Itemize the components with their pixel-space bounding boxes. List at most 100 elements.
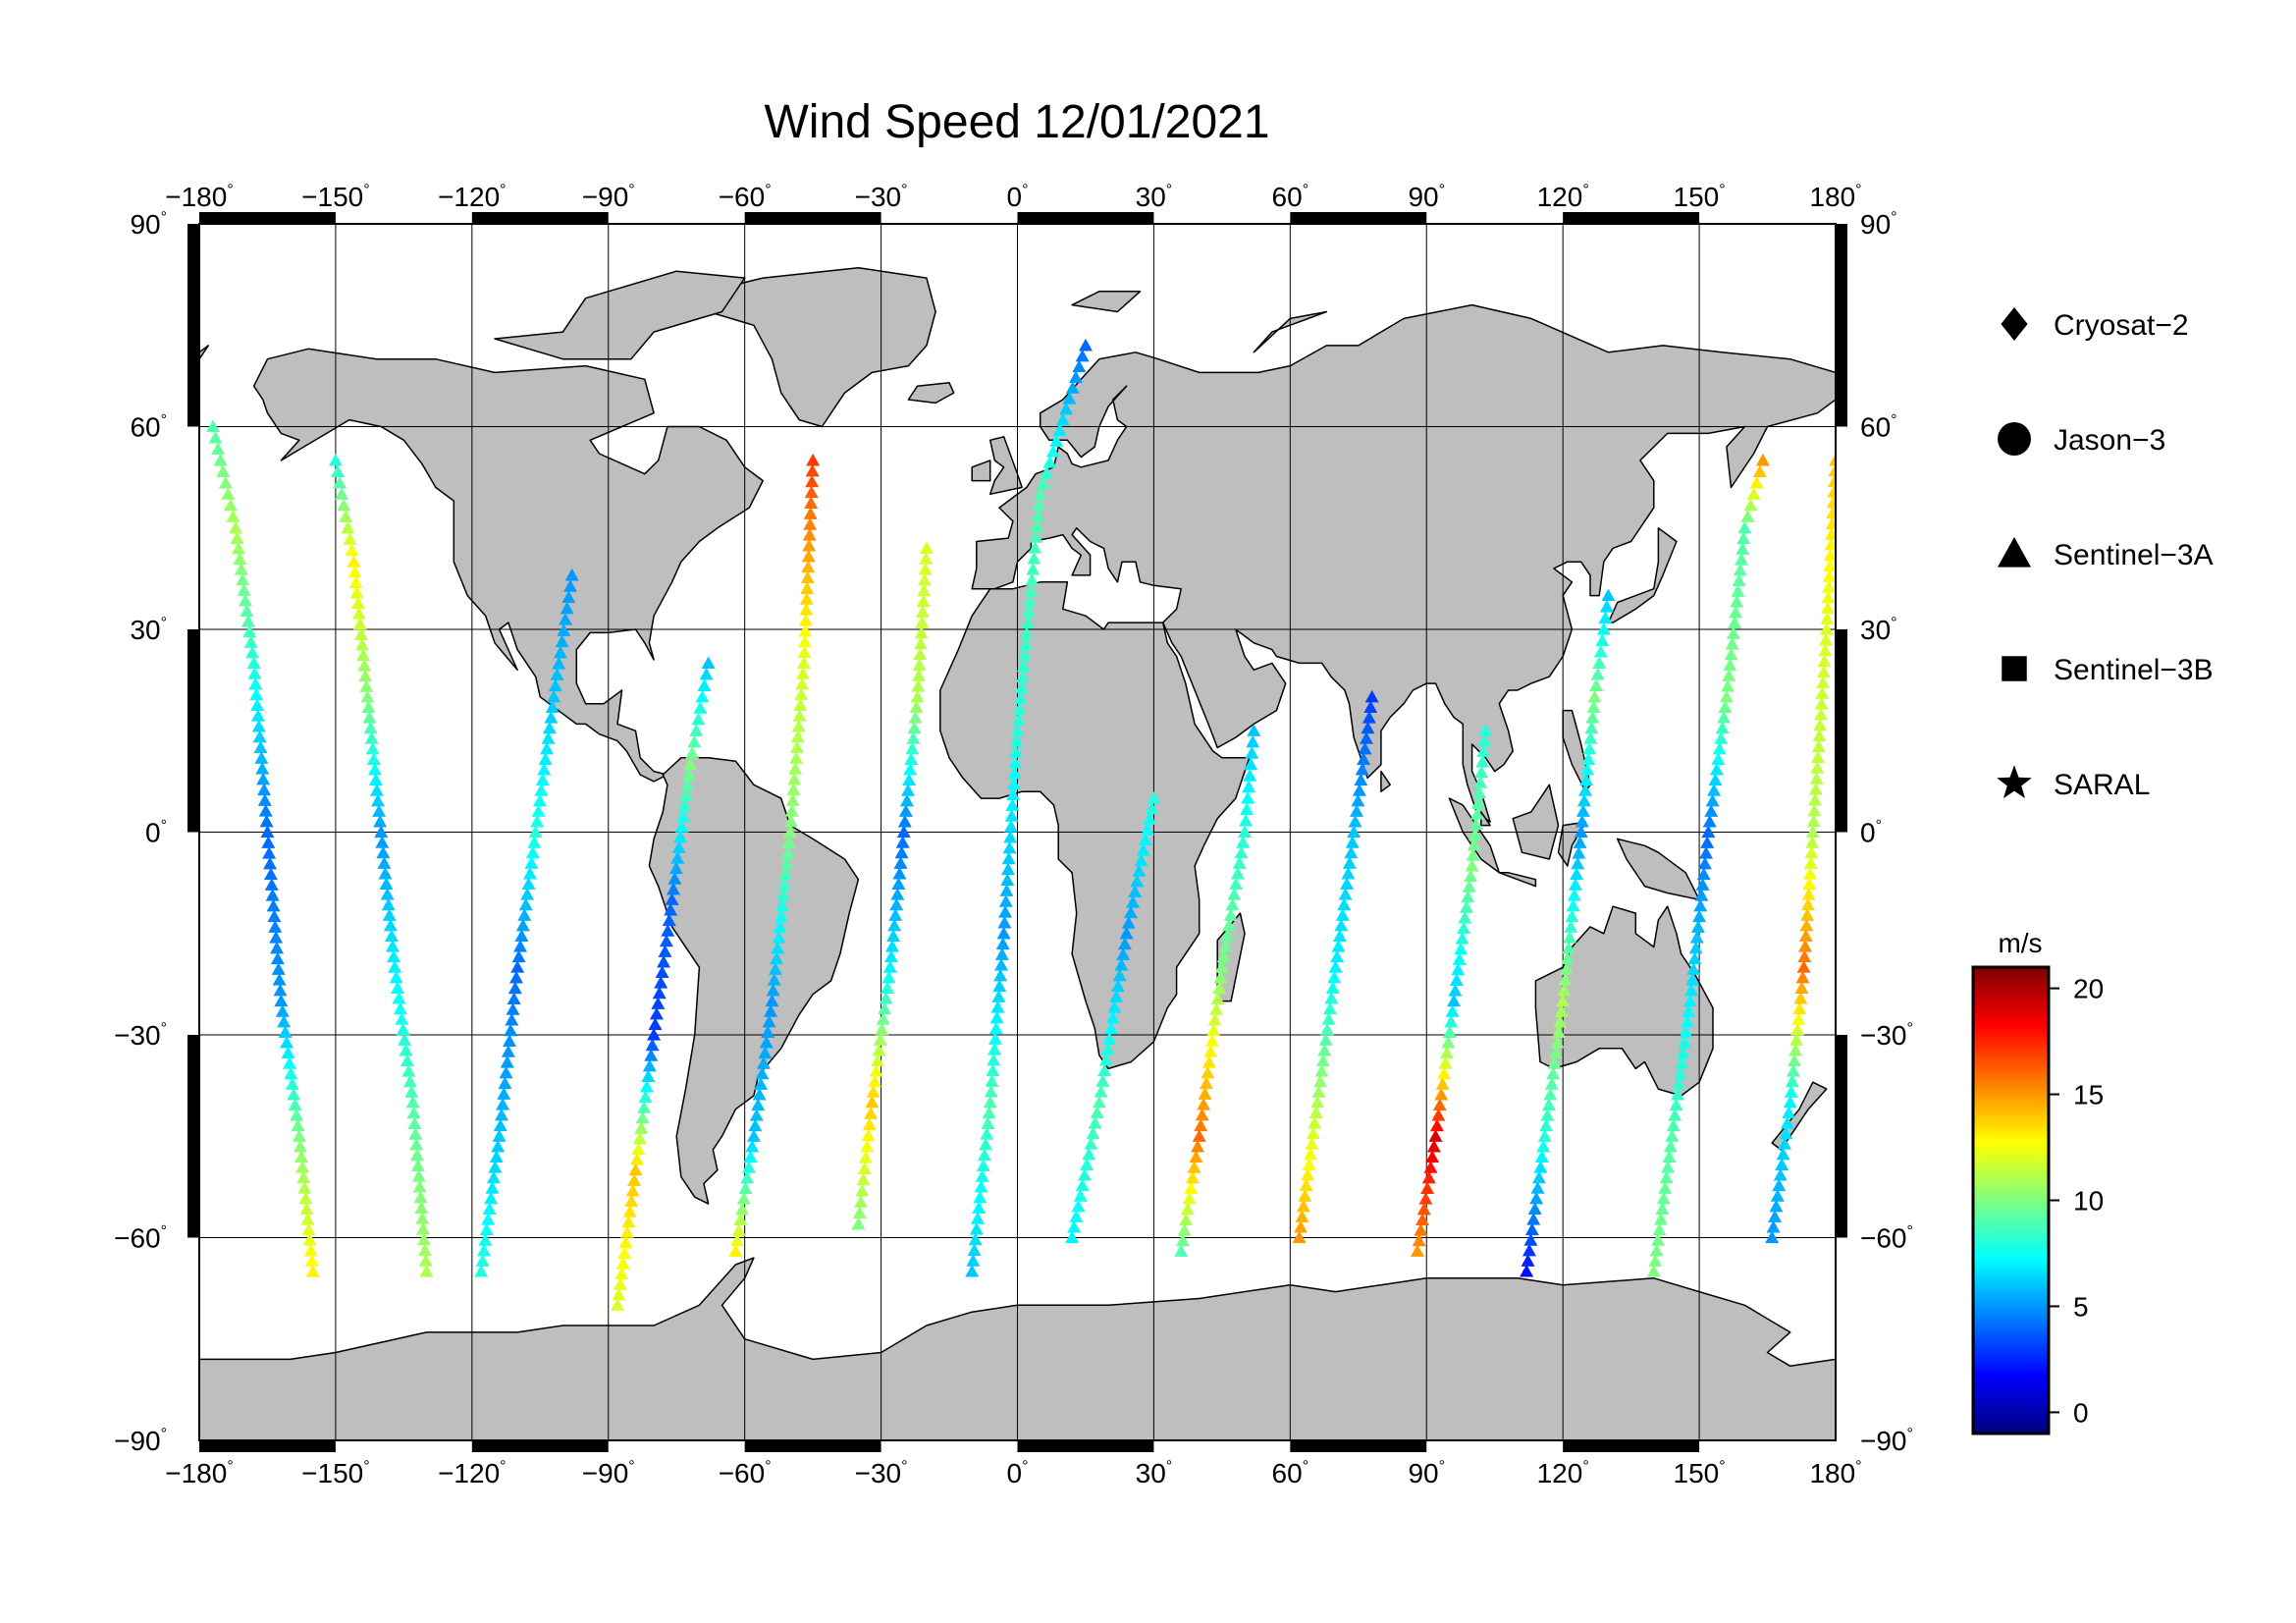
wind-speed-marker (330, 464, 345, 477)
wind-speed-marker (1527, 1202, 1542, 1215)
wind-speed-marker (1823, 559, 1836, 572)
wind-speed-marker (1467, 838, 1481, 851)
wind-speed-marker (351, 607, 366, 620)
wind-speed-marker (208, 430, 223, 444)
wind-speed-marker (1586, 700, 1601, 714)
wind-speed-marker (265, 889, 280, 901)
wind-speed-marker (649, 1006, 664, 1020)
wind-speed-marker (1130, 874, 1145, 888)
wind-speed-marker (736, 1192, 751, 1205)
wind-speed-marker (914, 625, 929, 639)
wind-speed-marker (261, 836, 276, 848)
wind-speed-marker (287, 1087, 301, 1101)
wind-speed-marker (1812, 729, 1827, 742)
wind-speed-marker (857, 1162, 872, 1175)
wind-speed-marker (1420, 1181, 1435, 1195)
wind-speed-marker (856, 1172, 871, 1186)
wind-speed-marker (1209, 1002, 1224, 1015)
frame-bar-bottom (1563, 1440, 1700, 1452)
wind-speed-marker (794, 687, 809, 701)
wind-speed-marker (1448, 983, 1463, 997)
wind-speed-marker (277, 1014, 292, 1028)
wind-speed-marker (360, 689, 375, 703)
wind-speed-marker (622, 1205, 637, 1217)
wind-speed-marker (1011, 713, 1026, 726)
wind-speed-marker (740, 1170, 755, 1184)
wind-speed-marker (1708, 773, 1723, 786)
wind-speed-marker (1469, 806, 1484, 820)
wind-speed-marker (1003, 830, 1018, 843)
wind-speed-marker (1234, 845, 1249, 859)
wind-speed-marker (1824, 527, 1836, 540)
wind-speed-marker (267, 909, 282, 923)
wind-speed-marker (1445, 1004, 1460, 1017)
wind-speed-marker (1524, 1222, 1539, 1236)
wind-speed-marker (1827, 485, 1836, 498)
wind-speed-marker (1558, 973, 1573, 986)
wind-speed-marker (1320, 1022, 1335, 1036)
wind-speed-marker (1790, 1022, 1805, 1036)
wind-speed-marker (1675, 1056, 1689, 1069)
wind-speed-marker (1003, 820, 1018, 833)
wind-speed-marker (904, 752, 919, 765)
wind-speed-marker (855, 1183, 870, 1197)
wind-speed-marker (1084, 1137, 1098, 1150)
wind-speed-marker (1541, 1098, 1556, 1111)
wind-speed-marker (1574, 825, 1588, 839)
wind-speed-marker (476, 1243, 491, 1257)
wind-speed-marker (916, 594, 931, 608)
wind-speed-marker (1177, 1222, 1192, 1236)
wind-speed-marker (1668, 1109, 1682, 1121)
wind-speed-marker (234, 563, 248, 575)
wind-speed-marker (774, 898, 789, 912)
wind-speed-marker (759, 1035, 774, 1049)
wind-speed-marker (1819, 632, 1834, 646)
wind-speed-marker (918, 563, 933, 575)
wind-speed-marker (655, 965, 669, 979)
wind-speed-marker (770, 951, 784, 965)
wind-speed-marker (1201, 1055, 1216, 1068)
colorbar-tick-label: 5 (2073, 1291, 2089, 1322)
wind-speed-marker (796, 656, 811, 670)
frame-bar-left (187, 224, 199, 427)
wind-speed-marker (1819, 622, 1834, 635)
wind-speed-marker (252, 730, 267, 743)
wind-speed-marker (1007, 766, 1022, 780)
wind-speed-marker (1189, 1150, 1203, 1163)
wind-speed-marker (884, 939, 899, 952)
wind-speed-marker (1550, 1035, 1565, 1049)
wind-speed-marker (292, 1129, 306, 1142)
wind-speed-marker (518, 897, 533, 911)
wind-speed-marker (1810, 761, 1825, 774)
longitude-tick-label: 120° (1537, 1458, 1589, 1488)
wind-speed-marker (1350, 804, 1364, 817)
wind-speed-marker (402, 1074, 417, 1088)
frame-bar-left (187, 629, 199, 833)
wind-speed-marker (389, 970, 403, 984)
wind-speed-marker (997, 915, 1012, 929)
wind-speed-marker (1682, 994, 1697, 1007)
legend-marker-triangle-icon (1998, 537, 2031, 568)
wind-speed-marker (611, 1298, 625, 1311)
wind-speed-marker (488, 1161, 503, 1173)
longitude-tick-label: 90° (1408, 182, 1445, 212)
colorbar (1971, 965, 2051, 1435)
longitude-tick-label: 120° (1537, 182, 1589, 212)
wind-speed-marker (1312, 1074, 1327, 1088)
wind-speed-marker (795, 676, 810, 690)
wind-speed-marker (1786, 1064, 1800, 1077)
land-polygon (199, 345, 210, 360)
wind-speed-marker (547, 689, 561, 703)
wind-speed-marker (364, 731, 379, 744)
wind-speed-marker (899, 793, 914, 807)
latitude-tick-label: −60° (114, 1223, 167, 1254)
wind-speed-marker (1735, 542, 1750, 555)
wind-speed-marker (731, 1222, 746, 1236)
wind-speed-marker (1022, 605, 1037, 619)
wind-speed-marker (1095, 1074, 1110, 1087)
wind-speed-marker (339, 510, 353, 522)
wind-speed-marker (233, 552, 247, 566)
land-polygon (988, 436, 1023, 496)
wind-speed-marker (1820, 601, 1835, 615)
wind-speed-marker (361, 700, 376, 714)
